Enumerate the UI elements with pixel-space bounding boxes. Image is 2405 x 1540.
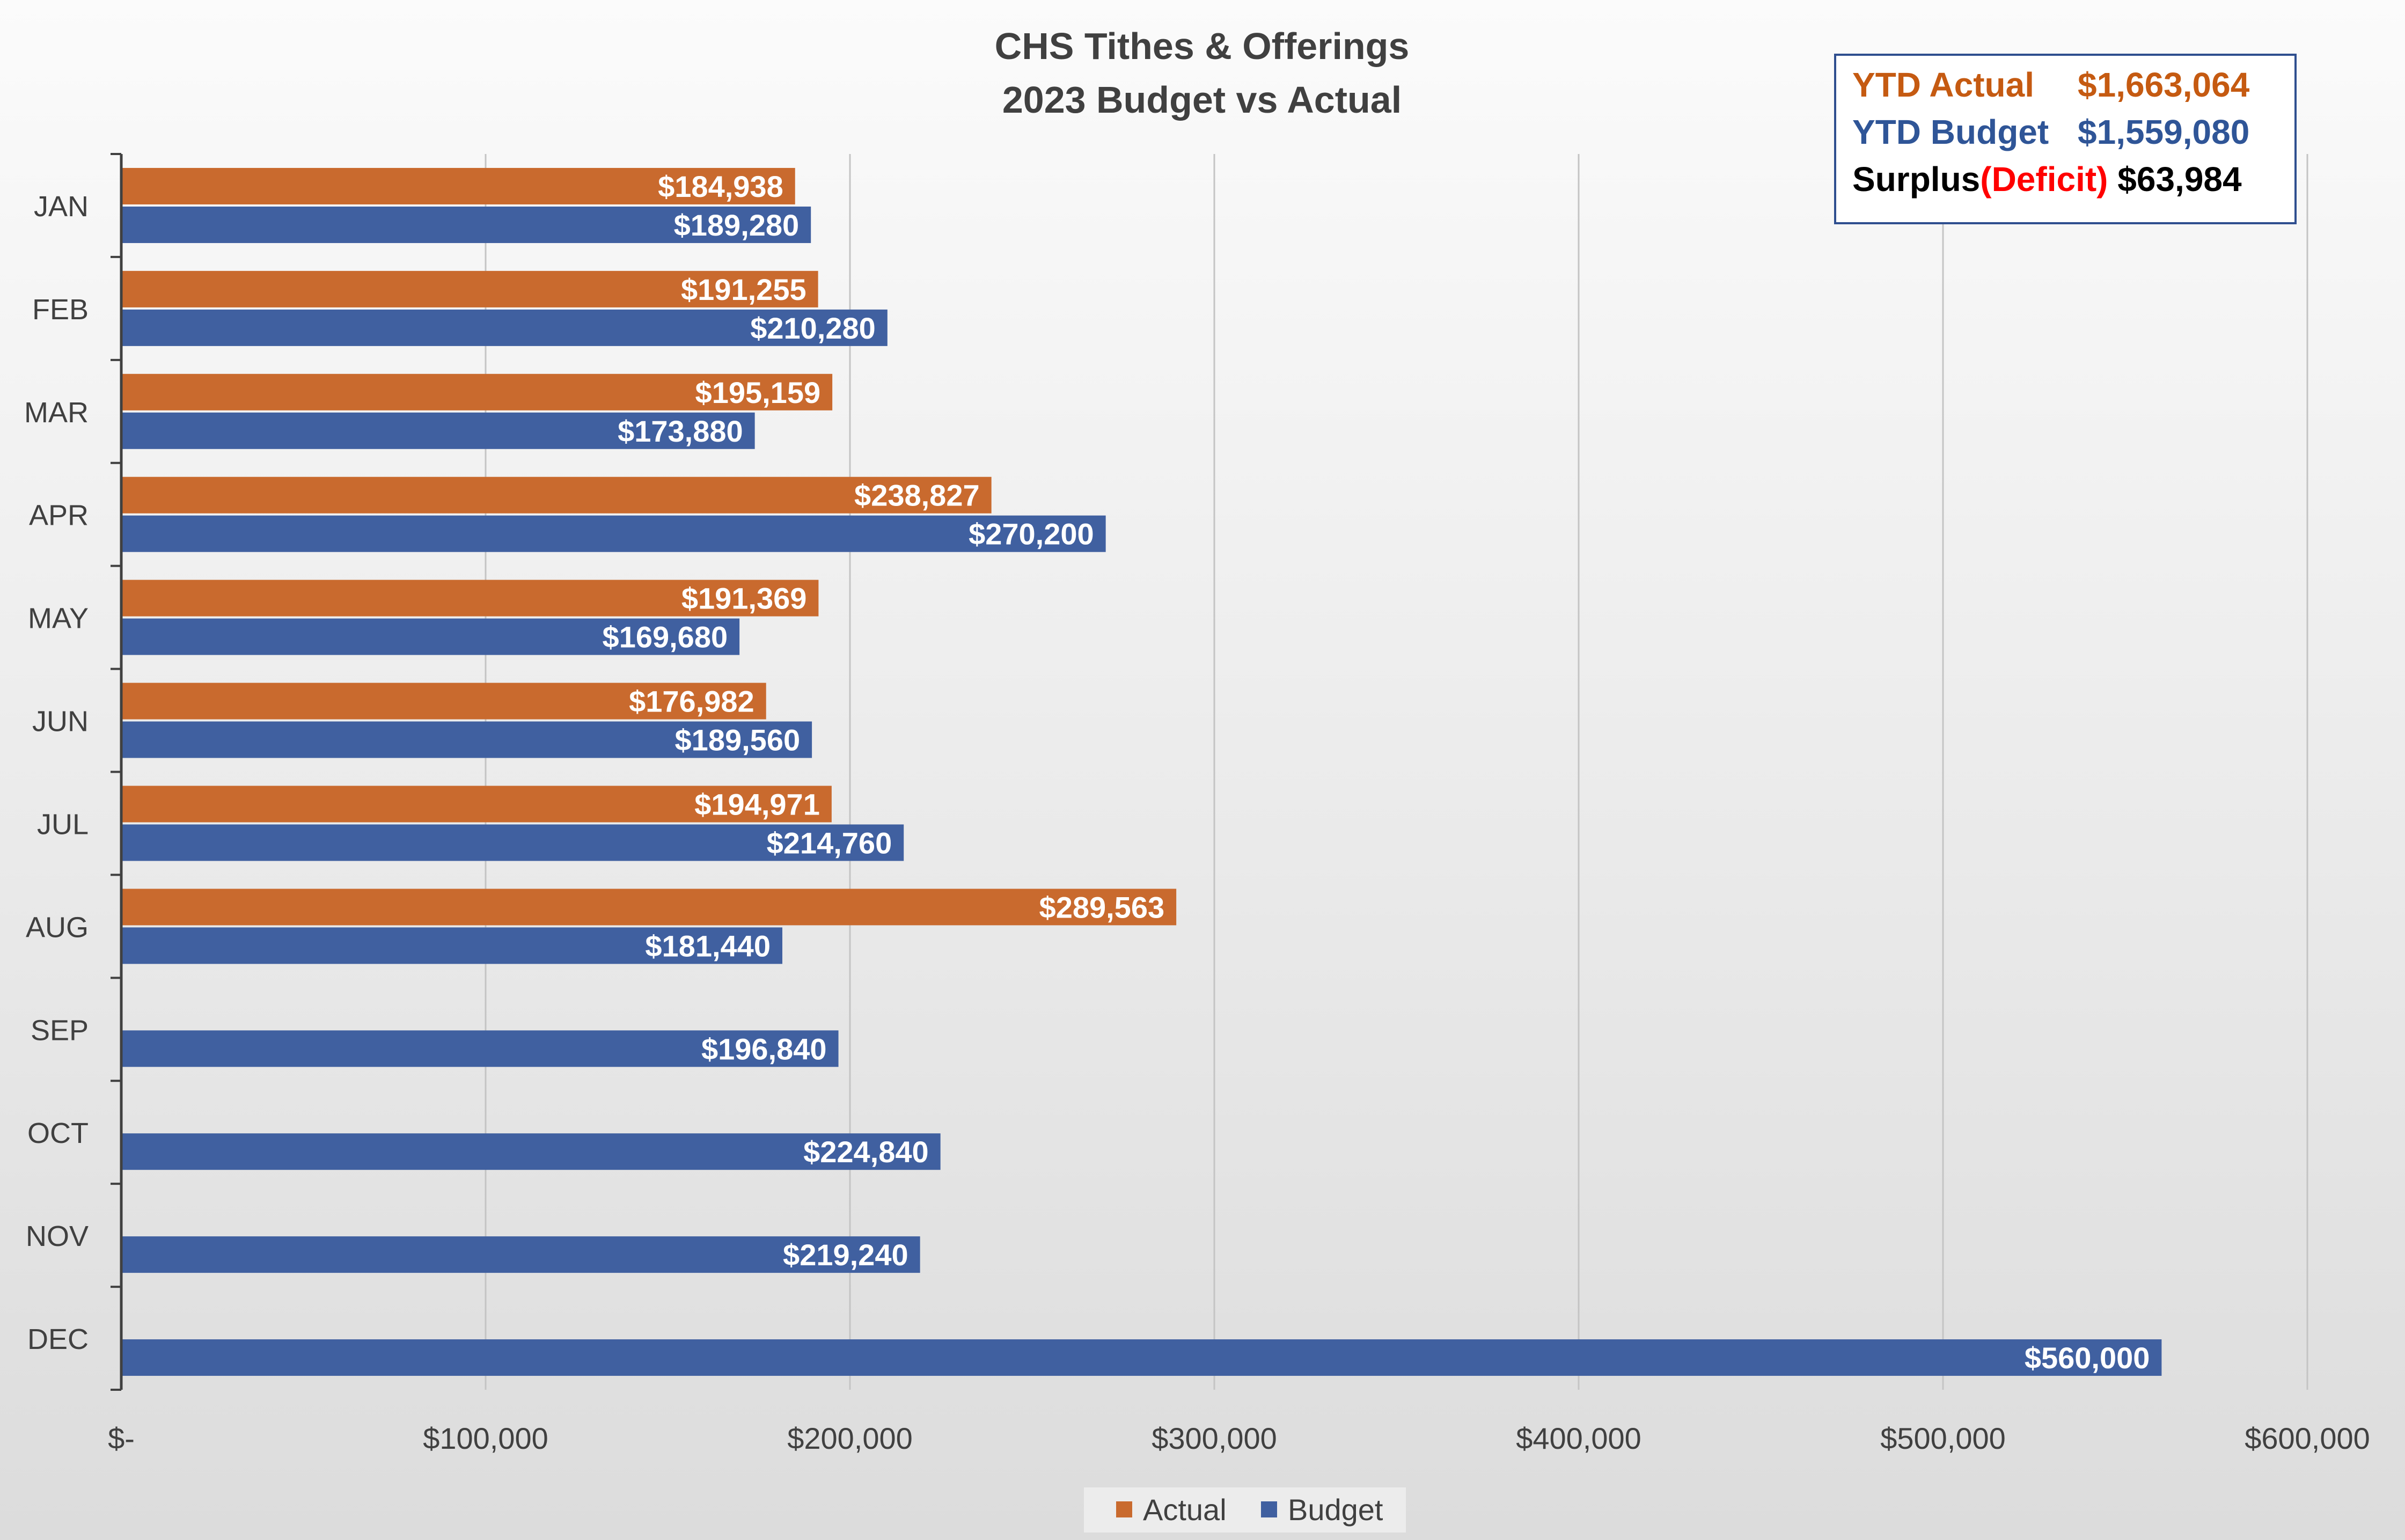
bar-budget-sep xyxy=(121,1030,839,1067)
data-label-budget-feb: $210,280 xyxy=(750,311,876,345)
data-label-budget-nov: $219,240 xyxy=(783,1238,908,1272)
data-label-actual-feb: $191,255 xyxy=(681,273,806,306)
data-labels: $184,938 $191,255 $195,159 $238,827 $191,369… xyxy=(603,170,2150,1375)
bar-actual-aug xyxy=(121,889,1177,926)
legend-label-actual: Actual xyxy=(1143,1493,1227,1527)
legend-swatch-actual xyxy=(1116,1501,1132,1517)
bar-budget-mar xyxy=(121,412,755,449)
bars xyxy=(121,167,2162,1376)
bar-budget-jul xyxy=(121,824,904,861)
data-label-budget-jan: $189,280 xyxy=(674,208,800,242)
legend: Actual Budget xyxy=(1084,1487,1406,1532)
data-label-actual-apr: $238,827 xyxy=(854,479,980,512)
category-label-feb: FEB xyxy=(32,294,89,326)
chart-title-line-2: 2023 Budget vs Actual xyxy=(1002,79,1402,121)
legend-swatch-budget xyxy=(1261,1501,1277,1517)
chart-title-line-1: CHS Tithes & Offerings xyxy=(995,25,1410,67)
ytd-summary-box: YTD Actual $1,663,064 YTD Budget $1,559,08… xyxy=(1834,54,2297,224)
ytd-surplus-value: $63,984 xyxy=(2117,160,2242,199)
legend-label-budget: Budget xyxy=(1288,1493,1383,1527)
data-label-actual-jan: $184,938 xyxy=(658,170,783,203)
ytd-deficit-label: (Deficit) xyxy=(1980,160,2108,199)
bar-actual-feb xyxy=(121,270,818,307)
data-label-budget-jun: $189,560 xyxy=(675,723,801,757)
data-label-budget-oct: $224,840 xyxy=(803,1135,929,1169)
x-tick-label-5: $500,000 xyxy=(1880,1421,2006,1455)
bar-actual-may xyxy=(121,580,819,617)
ytd-actual-label: YTD Actual xyxy=(1852,65,2034,104)
ytd-actual-row: YTD Actual $1,663,064 xyxy=(1852,61,2294,108)
bar-budget-apr xyxy=(121,515,1106,552)
category-label-jul: JUL xyxy=(37,808,89,840)
ytd-actual-value: $1,663,064 xyxy=(2078,65,2250,104)
category-label-oct: OCT xyxy=(27,1117,89,1149)
bar-budget-feb xyxy=(121,309,888,346)
bar-budget-nov xyxy=(121,1236,920,1273)
legend-background xyxy=(1084,1487,1406,1532)
bar-budget-aug xyxy=(121,927,782,964)
data-label-budget-jul: $214,760 xyxy=(767,826,892,860)
ytd-surplus-label: Surplus xyxy=(1852,160,1981,199)
x-tick-label-3: $300,000 xyxy=(1152,1421,1277,1455)
bar-actual-mar xyxy=(121,373,833,410)
x-tick-label-6: $600,000 xyxy=(2245,1421,2370,1455)
bar-budget-jan xyxy=(121,206,811,243)
data-label-budget-apr: $270,200 xyxy=(969,517,1094,551)
category-label-aug: AUG xyxy=(26,911,89,943)
data-label-actual-jun: $176,982 xyxy=(629,685,754,718)
category-label-sep: SEP xyxy=(31,1014,89,1046)
data-label-actual-aug: $289,563 xyxy=(1039,890,1165,924)
x-tick-label-0: $- xyxy=(108,1421,135,1455)
data-label-budget-aug: $181,440 xyxy=(645,929,771,963)
bar-budget-jun xyxy=(121,721,812,758)
data-label-actual-may: $191,369 xyxy=(681,582,807,615)
data-label-budget-mar: $173,880 xyxy=(618,414,743,448)
ytd-budget-value: $1,559,080 xyxy=(2078,113,2250,151)
data-label-actual-jul: $194,971 xyxy=(694,787,820,821)
data-label-budget-may: $169,680 xyxy=(603,620,728,654)
x-tick-label-4: $400,000 xyxy=(1516,1421,1641,1455)
axes: $- $100,000 $200,000 $300,000 $400,000 $500,0… xyxy=(24,153,2370,1455)
bar-actual-jan xyxy=(121,167,795,204)
ytd-budget-row: YTD Budget $1,559,080 xyxy=(1852,108,2294,156)
data-label-budget-sep: $196,840 xyxy=(701,1032,827,1066)
category-label-jun: JUN xyxy=(32,706,89,738)
bar-budget-oct xyxy=(121,1133,941,1170)
bar-actual-jul xyxy=(121,786,832,823)
ytd-surplus-row: Surplus(Deficit) $63,984 xyxy=(1852,156,2294,203)
category-label-jan: JAN xyxy=(34,190,89,223)
category-label-apr: APR xyxy=(29,500,89,532)
data-label-budget-dec: $560,000 xyxy=(2025,1341,2150,1375)
bar-actual-jun xyxy=(121,683,766,720)
category-label-nov: NOV xyxy=(26,1220,89,1252)
x-tick-label-2: $200,000 xyxy=(787,1421,913,1455)
category-label-mar: MAR xyxy=(24,397,89,429)
bar-actual-apr xyxy=(121,476,992,514)
ytd-budget-label: YTD Budget xyxy=(1852,113,2049,151)
bar-budget-dec xyxy=(121,1339,2162,1376)
category-label-dec: DEC xyxy=(27,1323,89,1355)
bar-budget-may xyxy=(121,618,740,655)
data-label-actual-mar: $195,159 xyxy=(695,376,821,409)
gridlines xyxy=(485,154,2308,1390)
x-tick-label-1: $100,000 xyxy=(423,1421,548,1455)
category-label-may: MAY xyxy=(28,603,89,635)
